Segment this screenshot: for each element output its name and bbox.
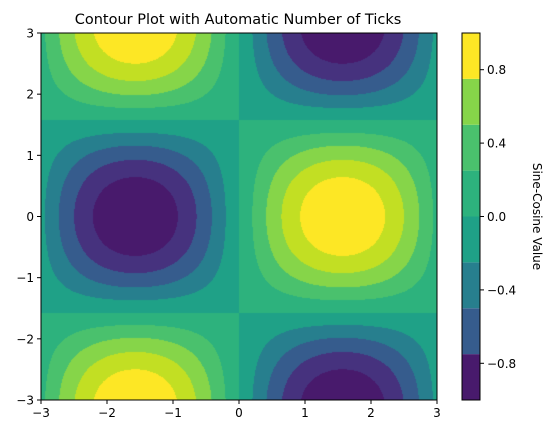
x-tick-label: −1 <box>164 406 182 420</box>
chart-title: Contour Plot with Automatic Number of Ti… <box>75 12 402 28</box>
contour-fill <box>41 33 437 400</box>
colorbar-band <box>462 216 480 263</box>
colorbar-band <box>462 308 480 355</box>
colorbar-band <box>462 170 480 217</box>
x-tick-label: −3 <box>32 406 50 420</box>
colorbar-band <box>462 78 480 125</box>
x-tick-label: 2 <box>367 406 375 420</box>
plot-area <box>40 32 438 401</box>
colorbar-tick-label: 0.0 <box>487 210 506 224</box>
x-tick-label: −2 <box>98 406 116 420</box>
colorbar-band <box>462 354 480 400</box>
y-tick-label: −1 <box>16 271 34 285</box>
colorbar-bands <box>462 33 480 400</box>
y-tick-label: −2 <box>16 332 34 346</box>
y-tick-label: 2 <box>26 88 34 102</box>
y-tick-label: 1 <box>26 149 34 163</box>
colorbar-tick-label: 0.4 <box>487 137 506 151</box>
x-tick-label: 1 <box>301 406 309 420</box>
y-tick-label: −3 <box>16 394 34 408</box>
colorbar-ticks: −0.8 −0.4 0.0 0.4 0.8 <box>480 63 516 371</box>
colorbar-tick-label: −0.8 <box>487 357 516 371</box>
colorbar-tick-label: 0.8 <box>487 63 506 77</box>
x-axis: −3 −2 −1 0 1 2 3 <box>32 400 441 420</box>
x-tick-label: 0 <box>235 406 243 420</box>
colorbar-tick-label: −0.4 <box>487 283 516 297</box>
colorbar-band <box>462 33 480 79</box>
colorbar-label: Sine-Cosine Value <box>530 163 544 270</box>
x-tick-label: 3 <box>433 406 441 420</box>
y-tick-label: 0 <box>26 210 34 224</box>
y-tick-label: 3 <box>26 27 34 41</box>
y-axis: −3 −2 −1 0 1 2 3 <box>16 27 41 408</box>
colorbar: −0.8 −0.4 0.0 0.4 0.8 Sine-Cosine Value <box>461 32 544 401</box>
colorbar-band <box>462 124 480 171</box>
colorbar-band <box>462 262 480 309</box>
